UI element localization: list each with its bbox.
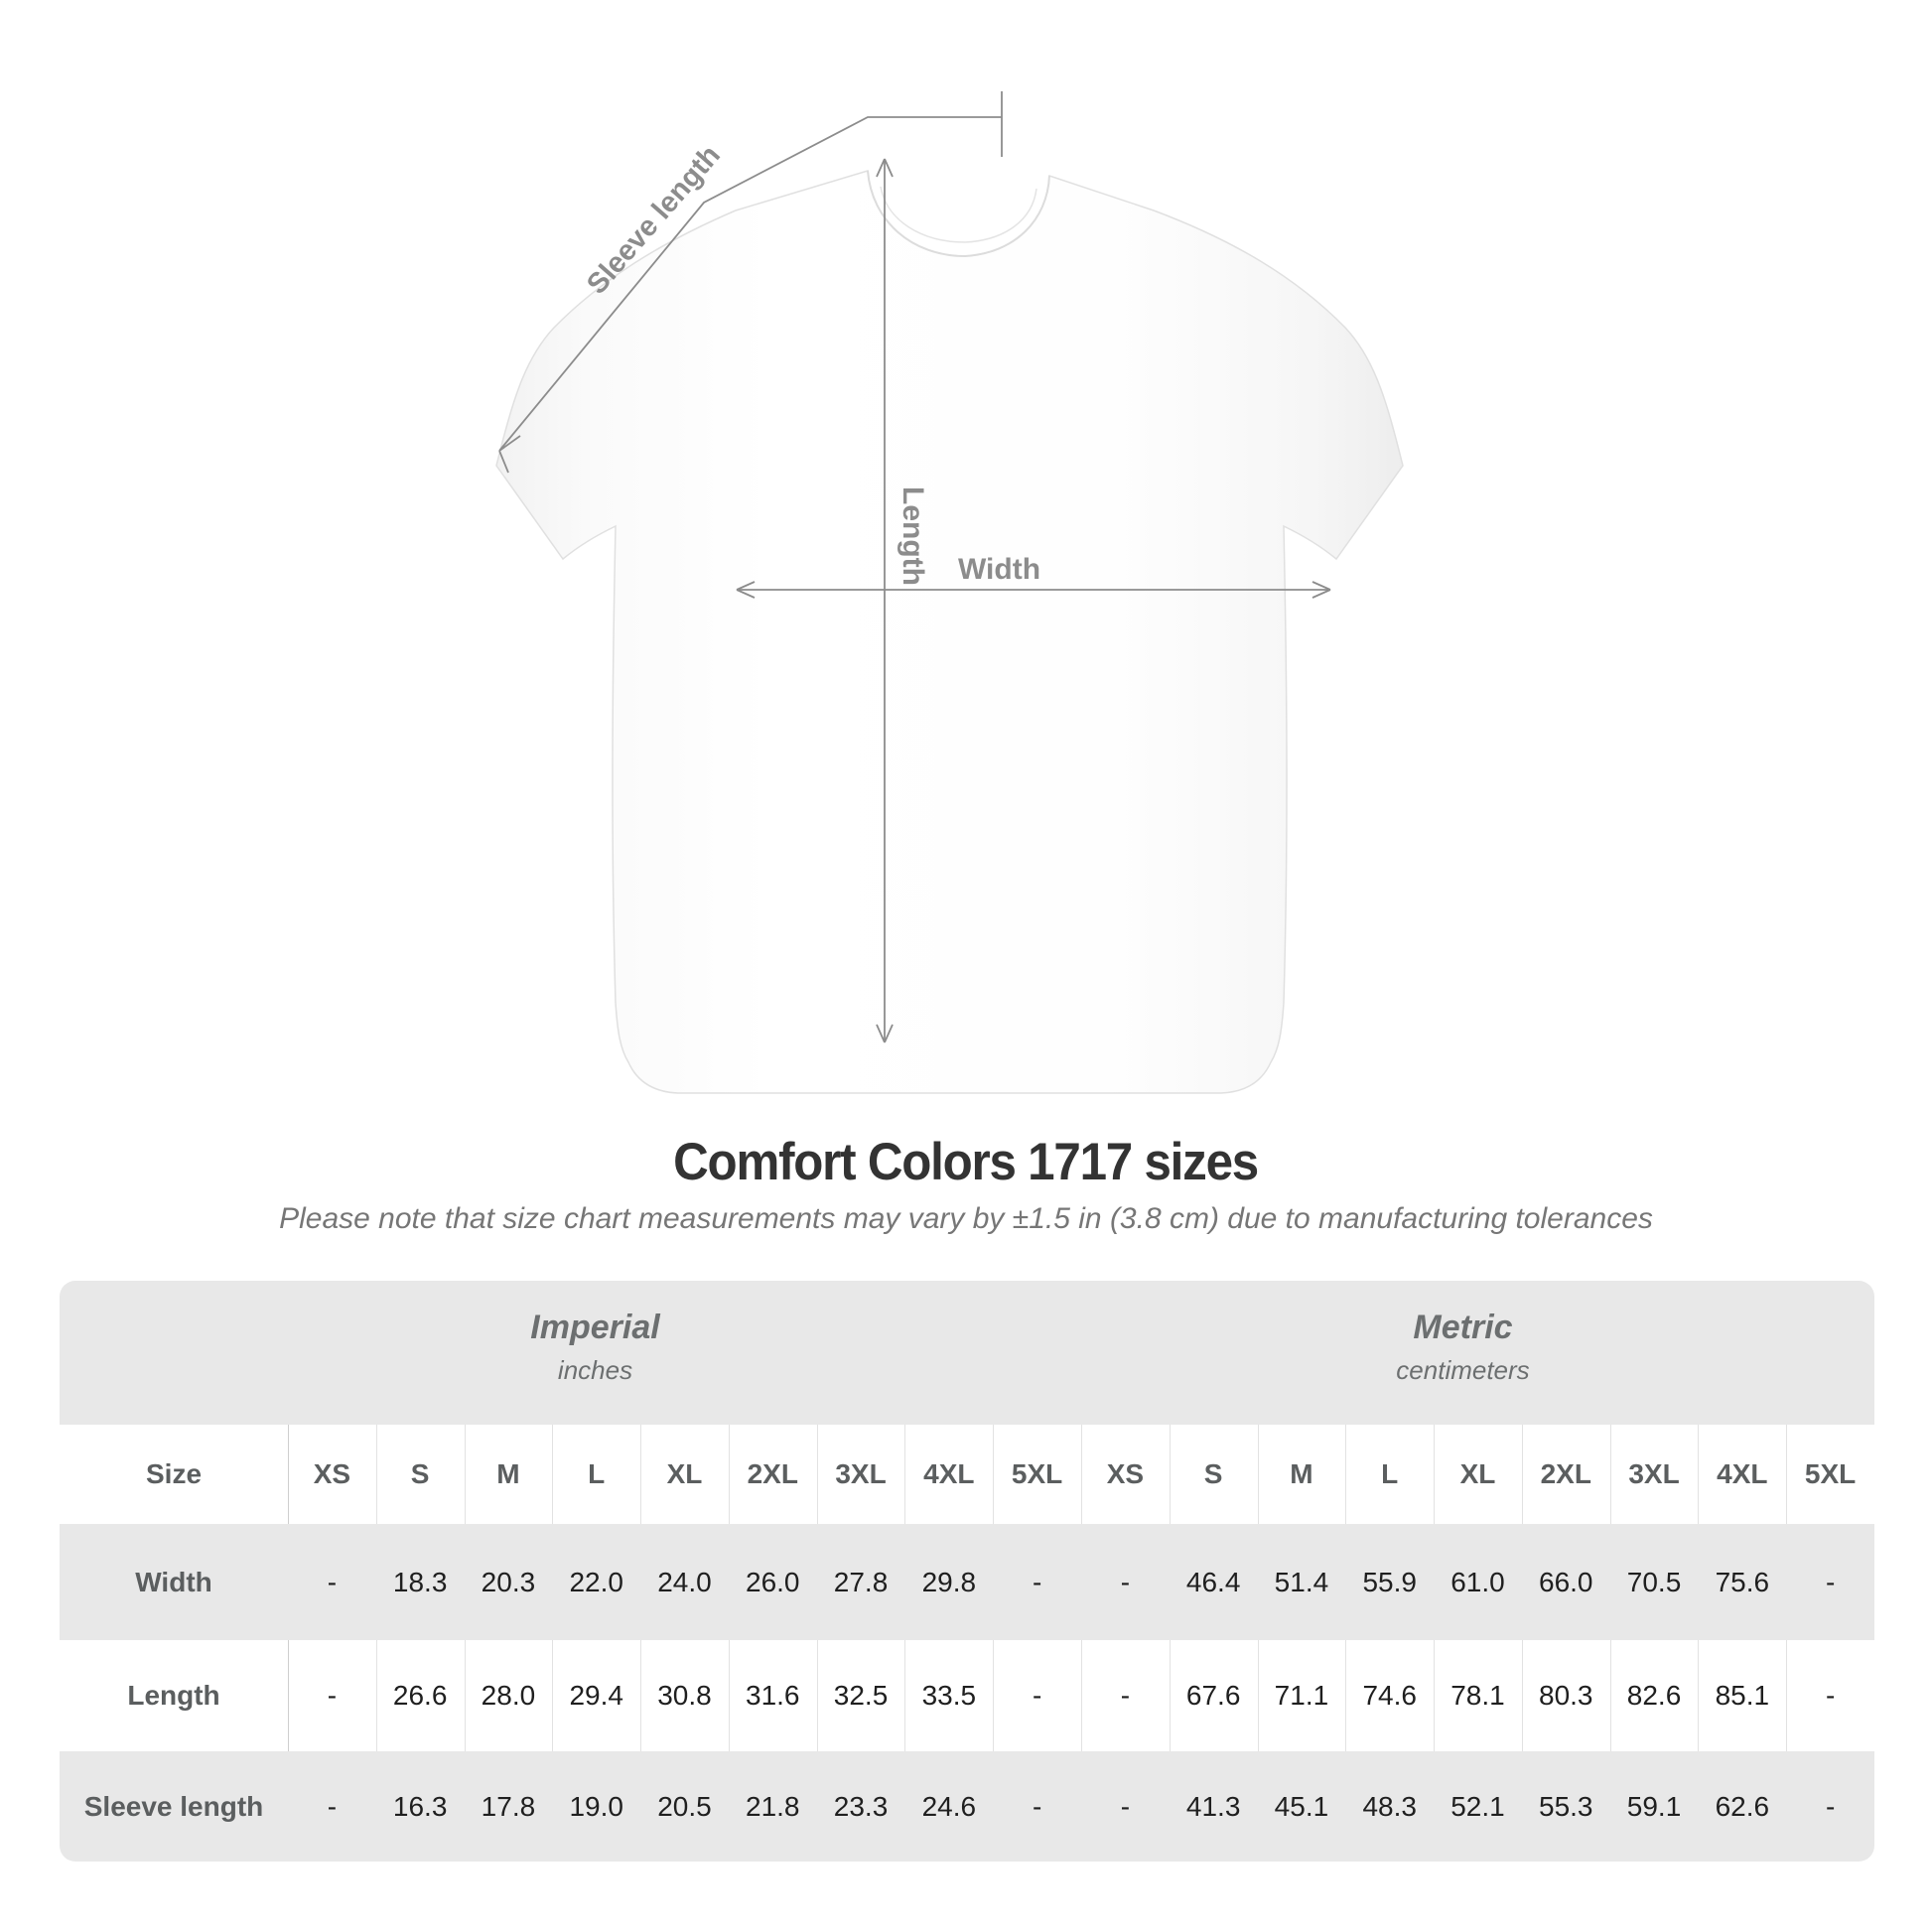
- svg-text:Length: Length: [897, 486, 929, 586]
- svg-text:Width: Width: [958, 553, 1040, 586]
